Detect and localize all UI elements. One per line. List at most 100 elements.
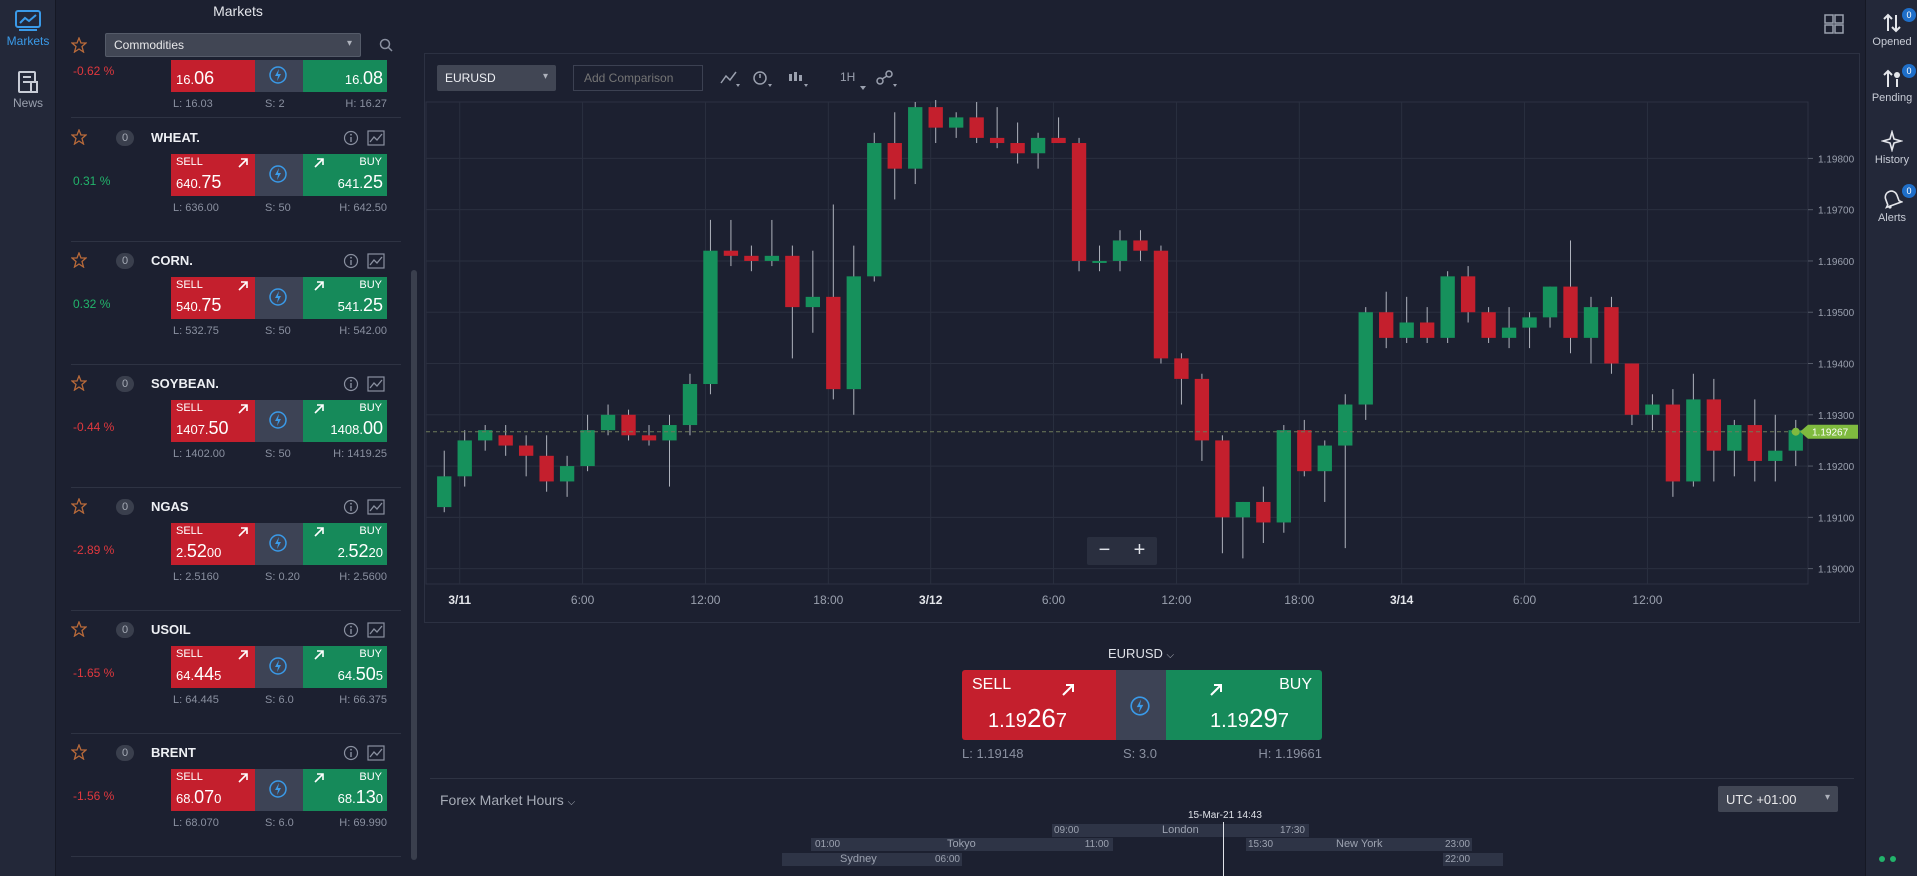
candle (1358, 307, 1373, 420)
sell-button[interactable]: SELL 540.75 (171, 277, 255, 319)
alerts-count-badge: 0 (1902, 184, 1916, 198)
nav-markets[interactable]: Markets (0, 10, 56, 62)
market-row[interactable]: 0 USOIL -1.65 % SELL 64.445 BUY 64.505 L: 64.44… (71, 611, 401, 734)
quick-trade-button[interactable] (255, 154, 303, 196)
alerts-button[interactable]: 0 Alerts (1866, 184, 1917, 238)
alarm-clock-icon (753, 71, 772, 87)
chart-type-line-button[interactable] (719, 69, 741, 90)
buy-button[interactable]: BUY 68.130 (303, 769, 387, 811)
favorite-star-icon[interactable] (71, 129, 87, 145)
sell-button[interactable]: 16.06 (171, 60, 255, 92)
favorite-star-icon[interactable] (71, 375, 87, 391)
buy-button[interactable]: BUY 1408.00 (303, 400, 387, 442)
opened-positions-button[interactable]: 0 Opened (1866, 8, 1917, 62)
interval-button[interactable]: 1H (840, 70, 866, 90)
info-icon[interactable] (343, 745, 359, 761)
time-tick-label: 12:00 (1632, 593, 1662, 607)
buy-button[interactable]: 16.08 (303, 60, 387, 92)
market-row[interactable]: 0 BRENT -1.56 % SELL 68.070 BUY 68.130 L: 68.07… (71, 734, 401, 857)
candlestick-chart[interactable]: 1.19800 1.19700 1.19600 1.19500 1.19400 1.193… (424, 100, 1860, 620)
quick-trade-button[interactable] (1116, 670, 1166, 740)
quick-trade-button[interactable] (255, 277, 303, 319)
market-row[interactable]: 0 WHEAT. 0.31 % SELL 640.75 BUY 641.25 L: 636.0… (71, 119, 401, 242)
market-hours-toggle[interactable]: Forex Market Hours ⌵ (440, 792, 575, 808)
market-row-partial[interactable]: -0.62 % 16.06 16.08 L: 16.03 S: 2 H: 16.… (71, 60, 401, 118)
buy-button[interactable]: BUY 2.5220 (303, 523, 387, 565)
zoom-in-button[interactable]: + (1133, 539, 1146, 561)
zoom-out-button[interactable]: − (1098, 539, 1111, 561)
market-row[interactable]: 0 SOYBEAN. -0.44 % SELL 1407.50 BUY 1408.00 L: … (71, 365, 401, 488)
market-row[interactable]: 0 NGAS -2.89 % SELL 2.5200 BUY 2.5220 L: 2.5160… (71, 488, 401, 611)
quick-trade-button[interactable] (255, 523, 303, 565)
indicators-button[interactable] (751, 69, 773, 90)
arrow-up-right-icon (314, 281, 324, 291)
candle-body-up (949, 117, 964, 128)
position-count-badge: 0 (116, 622, 134, 638)
sell-button[interactable]: SELL 64.445 (171, 646, 255, 688)
search-icon[interactable] (379, 38, 393, 52)
favorite-star-icon[interactable] (71, 621, 87, 637)
info-icon[interactable] (343, 130, 359, 146)
symbol-select[interactable]: EURUSD ▾ (437, 65, 556, 91)
favorite-star-icon[interactable] (71, 744, 87, 760)
candle (867, 132, 882, 282)
info-icon[interactable] (343, 253, 359, 269)
candle-body-down (989, 137, 1005, 144)
candle (518, 435, 534, 477)
mini-chart-icon[interactable] (367, 622, 385, 638)
favorite-star-icon[interactable] (71, 252, 87, 268)
trade-symbol-select[interactable]: EURUSD ⌵ (1108, 646, 1174, 661)
quick-trade-button[interactable] (255, 646, 303, 688)
mini-chart-icon[interactable] (367, 130, 385, 146)
info-icon[interactable] (343, 376, 359, 392)
trade-high: H: 1.19661 (1258, 746, 1322, 761)
quick-trade-button[interactable] (255, 769, 303, 811)
nav-news[interactable]: News (0, 70, 56, 122)
mini-chart-icon[interactable] (367, 376, 385, 392)
instrument-name: NGAS (151, 499, 189, 514)
candle-body-up (559, 466, 575, 482)
market-row[interactable]: 0 CORN. 0.32 % SELL 540.75 BUY 541.25 L: 532.75… (71, 242, 401, 365)
connection-status-dot (1890, 856, 1896, 862)
trade-sell-button[interactable]: SELL 1.19267 (962, 670, 1116, 740)
favorite-star-icon[interactable] (71, 498, 87, 514)
quick-trade-button[interactable] (255, 60, 303, 92)
sell-label: SELL (176, 771, 203, 783)
history-button[interactable]: History (1866, 130, 1917, 180)
sell-button[interactable]: SELL 1407.50 (171, 400, 255, 442)
lightning-icon (269, 66, 287, 84)
buy-button[interactable]: BUY 64.505 (303, 646, 387, 688)
candles-type-button[interactable] (787, 69, 809, 90)
arrow-up-right-icon (314, 773, 324, 783)
sell-button[interactable]: SELL 640.75 (171, 154, 255, 196)
info-icon[interactable] (343, 499, 359, 515)
trade-buy-button[interactable]: BUY 1.19297 (1166, 670, 1322, 740)
quick-trade-button[interactable] (255, 400, 303, 442)
pending-orders-button[interactable]: 0 Pending (1866, 64, 1917, 118)
sell-button[interactable]: SELL 2.5200 (171, 523, 255, 565)
add-comparison-input[interactable] (573, 65, 703, 91)
timezone-select[interactable]: UTC +01:00 ▾ (1718, 786, 1838, 812)
mini-chart-icon[interactable] (367, 499, 385, 515)
mini-chart-icon[interactable] (367, 253, 385, 269)
drawing-tools-button[interactable] (875, 69, 899, 90)
candle-body-up (1030, 137, 1046, 154)
tokyo-open: 01:00 (815, 839, 841, 850)
candle (1133, 230, 1148, 261)
candle (621, 409, 636, 441)
candle (1030, 132, 1046, 169)
candle (641, 425, 657, 446)
sell-price: 1.19267 (988, 703, 1067, 734)
sell-button[interactable]: SELL 68.070 (171, 769, 255, 811)
layout-grid-icon[interactable] (1824, 14, 1844, 34)
candle (826, 204, 841, 400)
buy-button[interactable]: BUY 541.25 (303, 277, 387, 319)
sell-price: 64.445 (176, 664, 221, 685)
mini-chart-icon[interactable] (367, 745, 385, 761)
info-icon[interactable] (343, 622, 359, 638)
buy-button[interactable]: BUY 641.25 (303, 154, 387, 196)
favorites-star-icon[interactable] (71, 37, 87, 53)
current-time-label: 15-Mar-21 14:43 (1188, 810, 1262, 821)
markets-scrollbar[interactable] (411, 270, 417, 860)
category-select[interactable]: Commodities ▾ (105, 33, 361, 57)
